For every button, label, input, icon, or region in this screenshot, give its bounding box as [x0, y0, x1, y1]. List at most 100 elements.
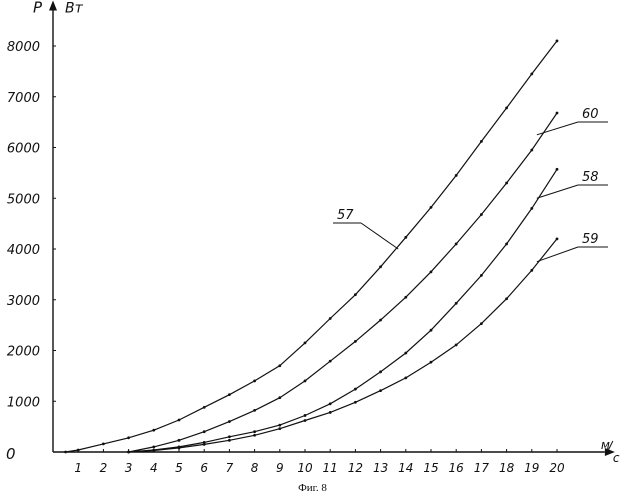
data-point [228, 439, 231, 442]
x-tick-label: 12 [348, 461, 363, 475]
data-point [203, 430, 206, 433]
data-point [354, 401, 357, 404]
leader-line [537, 247, 578, 262]
data-point [304, 419, 307, 422]
data-point [278, 427, 281, 430]
data-point [430, 206, 433, 209]
data-point [455, 243, 458, 246]
data-point [379, 319, 382, 322]
x-tick-label: 10 [297, 461, 313, 475]
tick-labels: PВтмс01234567891011121314151617181920100… [6, 0, 620, 475]
data-point [430, 329, 433, 332]
figure-caption: Фиг. 8 [0, 482, 625, 494]
data-point [455, 344, 458, 347]
data-point [556, 237, 559, 240]
x-tick-label: 16 [449, 461, 465, 475]
data-point [278, 396, 281, 399]
x-tick-label: 11 [323, 461, 338, 475]
data-point [430, 270, 433, 273]
series-label-60: 60 [582, 107, 599, 122]
data-point [455, 174, 458, 177]
data-point [530, 73, 533, 76]
origin-label: 0 [6, 445, 16, 463]
x-tick-label: 7 [226, 461, 234, 475]
x-tick-label: 20 [549, 461, 565, 475]
x-tick-label: 9 [276, 461, 284, 475]
x-tick-label: 3 [125, 461, 133, 475]
data-point [152, 429, 155, 432]
y-axis-label: P [33, 0, 43, 16]
data-point [455, 302, 458, 305]
data-point [505, 182, 508, 185]
x-tick-label: 8 [251, 461, 259, 475]
y-tick-label: 2000 [7, 345, 40, 360]
x-tick-label: 5 [175, 461, 183, 475]
x-tick-label: 13 [373, 461, 388, 475]
data-point [404, 236, 407, 239]
data-point [556, 40, 559, 43]
data-point [530, 269, 533, 272]
data-point [480, 140, 483, 143]
series-line-60 [129, 113, 557, 452]
leader-line [361, 223, 398, 249]
data-point [228, 420, 231, 423]
data-point [404, 377, 407, 380]
data-point [354, 388, 357, 391]
leader-line [537, 122, 578, 135]
y-tick-label: 5000 [7, 192, 40, 207]
data-point [253, 430, 256, 433]
data-point [304, 414, 307, 417]
data-point [152, 449, 155, 452]
data-point [329, 317, 332, 320]
data-point [253, 409, 256, 412]
x-tick-label: 1 [74, 461, 82, 475]
data-point [102, 442, 105, 445]
data-point [178, 419, 181, 422]
data-point [278, 424, 281, 427]
data-point [228, 435, 231, 438]
data-point [354, 293, 357, 296]
series-label-59: 59 [582, 232, 599, 247]
x-tick-label: 19 [524, 461, 539, 475]
data-point [556, 112, 559, 115]
x-tick-label: 18 [499, 461, 515, 475]
data-point [228, 393, 231, 396]
series-line-59 [129, 239, 557, 452]
series-lines [64, 40, 558, 454]
data-point [556, 168, 559, 171]
y-axis-unit: Вт [65, 0, 84, 16]
y-tick-label: 1000 [7, 395, 40, 410]
data-point [480, 213, 483, 216]
y-tick-label: 3000 [7, 294, 40, 309]
x-tick-label: 2 [100, 461, 108, 475]
data-point [127, 436, 130, 439]
data-point [354, 340, 357, 343]
x-axis-unit-denominator: с [613, 451, 620, 465]
data-point [404, 296, 407, 299]
series-label-57: 57 [337, 208, 354, 223]
x-tick-label: 14 [398, 461, 413, 475]
data-point [505, 297, 508, 300]
data-point [530, 207, 533, 210]
data-point [278, 364, 281, 367]
data-point [178, 447, 181, 450]
x-tick-label: 17 [474, 461, 490, 475]
data-point [127, 451, 130, 454]
data-point [329, 402, 332, 405]
data-point [253, 380, 256, 383]
x-tick-label: 15 [423, 461, 438, 475]
data-point [505, 243, 508, 246]
axes [49, 0, 615, 456]
data-point [505, 107, 508, 110]
y-tick-label: 7000 [7, 91, 40, 106]
y-tick-label: 6000 [7, 142, 40, 157]
data-point [253, 434, 256, 437]
data-point [203, 443, 206, 446]
data-point [152, 446, 155, 449]
data-point [379, 370, 382, 373]
data-point [480, 274, 483, 277]
data-point [304, 380, 307, 383]
series-labels: 57605859 [333, 107, 608, 262]
data-point [530, 149, 533, 152]
